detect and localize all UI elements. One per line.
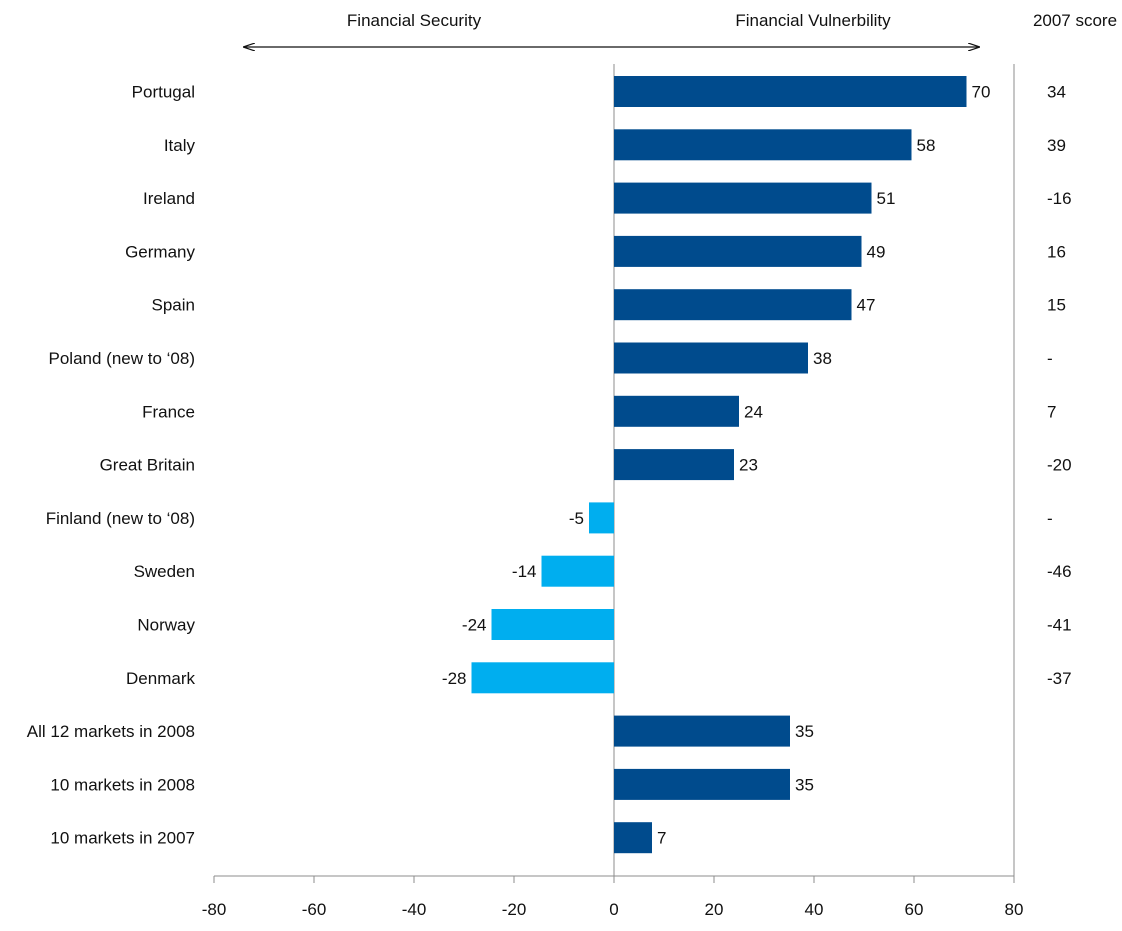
bar: [471, 662, 614, 694]
bar: [614, 768, 790, 800]
value-label: 23: [739, 456, 758, 475]
category-label: Great Britain: [100, 456, 195, 475]
bar: [614, 129, 912, 161]
value-label: -28: [442, 669, 467, 688]
value-label: 7: [657, 829, 666, 848]
value-labels-group: 70 58 51 49 47 38 24 23 -5 -14 -24 -28 35 35 7: [442, 83, 991, 848]
value-label: 49: [867, 242, 886, 261]
score-2007-label: 15: [1047, 296, 1066, 315]
category-label: 10 markets in 2007: [50, 829, 195, 848]
score-2007-label: 39: [1047, 136, 1066, 155]
category-label: Finland (new to ‘08): [46, 509, 195, 528]
value-label: 47: [857, 296, 876, 315]
x-ticks-group: -80 -60 -40 -20 0 20 40 60 80: [202, 876, 1024, 919]
value-label: 58: [917, 136, 936, 155]
score-2007-label: 34: [1047, 83, 1066, 102]
x-tick-label: 60: [905, 900, 924, 919]
bars-group: [471, 76, 967, 854]
bar: [614, 715, 790, 747]
value-label: 35: [795, 722, 814, 741]
header-2007-score: 2007 score: [1033, 11, 1117, 30]
bar: [541, 555, 614, 587]
category-label: France: [142, 402, 195, 421]
bar: [614, 182, 872, 214]
category-label: Germany: [125, 242, 195, 261]
value-label: -24: [462, 616, 487, 635]
bar: [589, 502, 614, 534]
bar: [614, 342, 808, 374]
header-financial-security: Financial Security: [347, 11, 482, 30]
category-labels-group: Portugal Italy Ireland Germany Spain Poland (…: [27, 83, 196, 848]
score-2007-label: 7: [1047, 402, 1056, 421]
category-label: Spain: [152, 296, 195, 315]
category-label: 10 markets in 2008: [50, 775, 195, 794]
score-2007-label: -: [1047, 509, 1053, 528]
value-label: -5: [569, 509, 584, 528]
bar: [614, 449, 734, 481]
score-2007-label: 16: [1047, 242, 1066, 261]
score-labels-group: 34 39 -16 16 15 - 7 -20 - -46 -41 -37: [1047, 83, 1072, 688]
value-label: 51: [877, 189, 896, 208]
x-tick-label: 80: [1005, 900, 1024, 919]
category-label: Portugal: [132, 83, 195, 102]
bar: [614, 235, 862, 267]
bar: [614, 822, 652, 854]
score-2007-label: -41: [1047, 616, 1072, 635]
category-label: Italy: [164, 136, 196, 155]
score-2007-label: -20: [1047, 456, 1072, 475]
score-2007-label: -37: [1047, 669, 1072, 688]
value-label: 24: [744, 402, 763, 421]
x-tick-label: -80: [202, 900, 227, 919]
bar: [614, 289, 852, 321]
x-tick-label: -40: [402, 900, 427, 919]
x-tick-label: 40: [805, 900, 824, 919]
value-label: 35: [795, 775, 814, 794]
value-label: 38: [813, 349, 832, 368]
bar: [614, 395, 739, 427]
category-label: Poland (new to ‘08): [49, 349, 195, 368]
bar: [491, 609, 614, 640]
score-2007-label: -46: [1047, 562, 1072, 581]
score-2007-label: -16: [1047, 189, 1072, 208]
score-2007-label: -: [1047, 349, 1053, 368]
category-label: Denmark: [126, 669, 195, 688]
category-label: Sweden: [134, 562, 195, 581]
x-tick-label: -60: [302, 900, 327, 919]
category-label: Norway: [137, 616, 195, 635]
x-tick-label: 20: [705, 900, 724, 919]
bar: [614, 76, 967, 107]
category-label: Ireland: [143, 189, 195, 208]
value-label: 70: [972, 83, 991, 102]
x-tick-label: 0: [609, 900, 618, 919]
category-label: All 12 markets in 2008: [27, 722, 195, 741]
x-tick-label: -20: [502, 900, 527, 919]
value-label: -14: [512, 562, 537, 581]
header-financial-vulnerability: Financial Vulnerbility: [735, 11, 891, 30]
